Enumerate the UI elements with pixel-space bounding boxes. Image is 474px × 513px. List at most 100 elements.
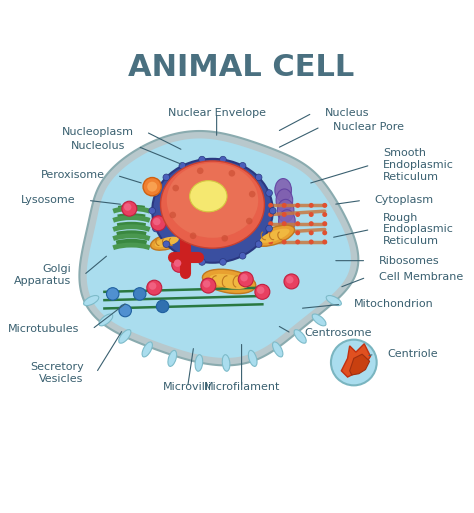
Circle shape bbox=[147, 280, 162, 295]
Circle shape bbox=[322, 230, 327, 235]
Circle shape bbox=[201, 278, 216, 293]
Circle shape bbox=[246, 218, 253, 224]
Circle shape bbox=[153, 190, 159, 196]
Circle shape bbox=[266, 225, 273, 232]
Circle shape bbox=[255, 174, 262, 181]
Circle shape bbox=[107, 288, 119, 300]
Circle shape bbox=[295, 240, 300, 245]
Circle shape bbox=[295, 203, 300, 208]
Circle shape bbox=[197, 167, 203, 174]
Circle shape bbox=[268, 230, 273, 235]
Ellipse shape bbox=[99, 314, 113, 326]
Ellipse shape bbox=[168, 350, 177, 366]
Circle shape bbox=[149, 207, 155, 214]
Text: Golgi
Apparatus: Golgi Apparatus bbox=[14, 264, 71, 286]
Circle shape bbox=[156, 300, 169, 312]
Circle shape bbox=[134, 288, 146, 300]
Circle shape bbox=[295, 221, 300, 226]
Text: Secretory
Vesicles: Secretory Vesicles bbox=[30, 362, 83, 384]
Circle shape bbox=[295, 212, 300, 217]
Ellipse shape bbox=[312, 314, 326, 326]
Circle shape bbox=[179, 163, 186, 169]
Ellipse shape bbox=[83, 295, 99, 306]
Circle shape bbox=[268, 240, 273, 245]
Ellipse shape bbox=[119, 330, 131, 343]
Circle shape bbox=[269, 207, 276, 214]
Ellipse shape bbox=[276, 189, 293, 212]
Text: Ribosomes: Ribosomes bbox=[379, 255, 439, 266]
Circle shape bbox=[268, 203, 273, 208]
Circle shape bbox=[282, 240, 287, 245]
Circle shape bbox=[221, 235, 228, 242]
Text: Nuclear Envelope: Nuclear Envelope bbox=[168, 108, 265, 118]
Text: ANIMAL CELL: ANIMAL CELL bbox=[128, 53, 355, 82]
Circle shape bbox=[119, 304, 131, 317]
Ellipse shape bbox=[152, 159, 273, 263]
Text: Microfilament: Microfilament bbox=[203, 382, 280, 392]
Circle shape bbox=[149, 282, 156, 290]
Ellipse shape bbox=[142, 342, 153, 357]
Circle shape bbox=[331, 340, 377, 385]
Circle shape bbox=[309, 221, 314, 226]
Text: Microtubules: Microtubules bbox=[8, 324, 80, 334]
Circle shape bbox=[238, 272, 253, 287]
Text: Mitochondrion: Mitochondrion bbox=[354, 299, 434, 309]
Ellipse shape bbox=[209, 274, 249, 289]
Circle shape bbox=[122, 201, 137, 216]
Text: Microvilli: Microvilli bbox=[163, 382, 212, 392]
Circle shape bbox=[169, 212, 176, 219]
Circle shape bbox=[219, 259, 226, 265]
Ellipse shape bbox=[190, 181, 227, 212]
Polygon shape bbox=[341, 344, 371, 377]
Circle shape bbox=[153, 218, 161, 225]
Text: Lysosome: Lysosome bbox=[21, 195, 75, 205]
Circle shape bbox=[163, 174, 170, 181]
Circle shape bbox=[173, 185, 179, 191]
Ellipse shape bbox=[222, 354, 230, 371]
Text: Nucleus: Nucleus bbox=[325, 108, 369, 118]
Circle shape bbox=[190, 232, 196, 239]
Ellipse shape bbox=[275, 179, 292, 202]
Circle shape bbox=[219, 156, 226, 163]
Ellipse shape bbox=[279, 210, 295, 232]
Ellipse shape bbox=[255, 225, 294, 246]
Polygon shape bbox=[80, 131, 358, 365]
Circle shape bbox=[322, 240, 327, 245]
Circle shape bbox=[282, 230, 287, 235]
Ellipse shape bbox=[202, 269, 256, 293]
Circle shape bbox=[322, 221, 327, 226]
Circle shape bbox=[255, 284, 270, 299]
Ellipse shape bbox=[161, 161, 264, 248]
Circle shape bbox=[255, 241, 262, 247]
Circle shape bbox=[143, 177, 161, 196]
Circle shape bbox=[240, 274, 248, 282]
Circle shape bbox=[284, 274, 299, 289]
Circle shape bbox=[322, 212, 327, 217]
Circle shape bbox=[322, 203, 327, 208]
Circle shape bbox=[199, 156, 205, 163]
Circle shape bbox=[239, 252, 246, 259]
Circle shape bbox=[309, 203, 314, 208]
Text: Smooth
Endoplasmic
Reticulum: Smooth Endoplasmic Reticulum bbox=[383, 148, 454, 182]
Ellipse shape bbox=[195, 354, 203, 371]
Ellipse shape bbox=[273, 342, 283, 357]
Text: Nuclear Pore: Nuclear Pore bbox=[333, 122, 404, 132]
Circle shape bbox=[282, 212, 287, 217]
Circle shape bbox=[153, 225, 159, 232]
Polygon shape bbox=[350, 354, 370, 375]
Text: Nucleolus: Nucleolus bbox=[71, 142, 125, 151]
Circle shape bbox=[282, 203, 287, 208]
Ellipse shape bbox=[151, 234, 183, 250]
Circle shape bbox=[286, 276, 293, 284]
Circle shape bbox=[249, 191, 255, 198]
Circle shape bbox=[172, 258, 187, 272]
Ellipse shape bbox=[260, 229, 290, 243]
Circle shape bbox=[266, 190, 273, 196]
Polygon shape bbox=[87, 139, 351, 358]
Circle shape bbox=[239, 163, 246, 169]
Circle shape bbox=[228, 170, 235, 176]
Text: Peroxisome: Peroxisome bbox=[40, 170, 104, 181]
Text: Rough
Endoplasmic
Reticulum: Rough Endoplasmic Reticulum bbox=[383, 213, 454, 246]
Ellipse shape bbox=[294, 330, 306, 343]
Circle shape bbox=[268, 221, 273, 226]
